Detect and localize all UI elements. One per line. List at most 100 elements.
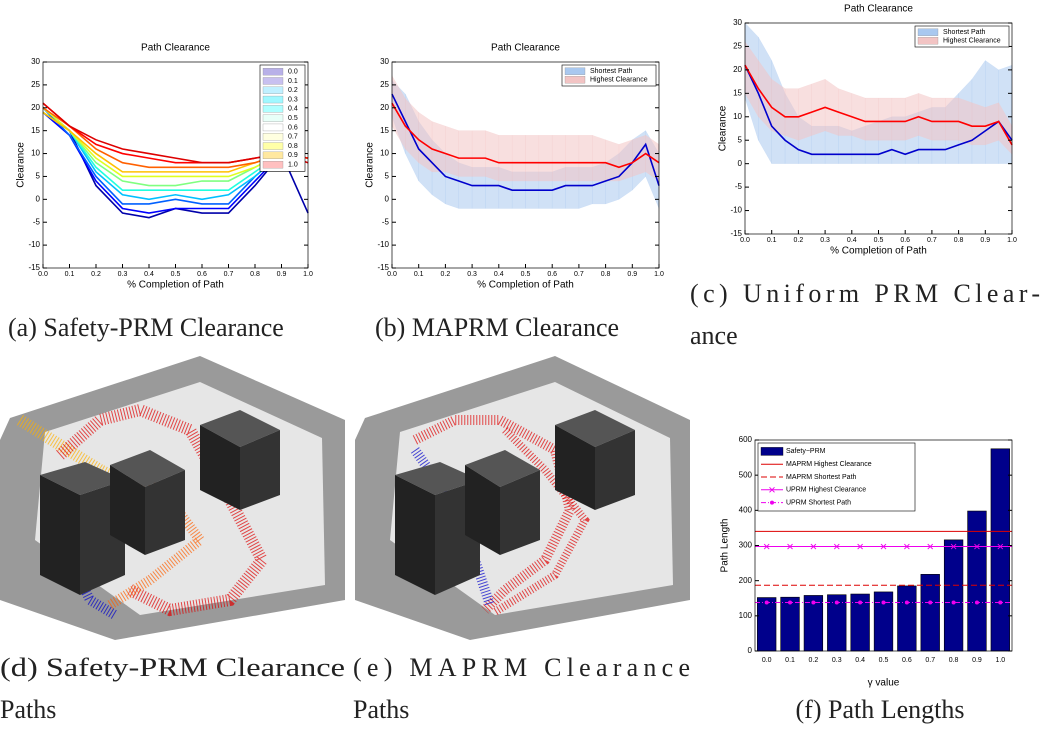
x-axis-label: γ value <box>868 678 900 689</box>
x-tick-label: 0.3 <box>832 657 842 664</box>
bar <box>990 448 1010 652</box>
y-tick-label: -15 <box>730 229 742 238</box>
y-axis-label: Clearance <box>718 105 729 151</box>
x-tick-label: 0.8 <box>250 271 260 278</box>
x-tick-label: 0.3 <box>820 237 830 244</box>
x-tick-label: 0.2 <box>809 657 819 664</box>
legend-marker <box>769 486 775 493</box>
x-tick-label: 0.5 <box>521 271 531 278</box>
path-trace <box>492 427 590 616</box>
x-tick-label: 0.7 <box>224 271 234 278</box>
block <box>500 470 540 555</box>
legend-swatch <box>917 37 939 45</box>
y-tick-label: 0 <box>36 194 41 203</box>
y-tick-label: 15 <box>380 126 389 135</box>
line-marker <box>950 543 957 550</box>
bar <box>780 596 800 652</box>
x-tick-label: 0.7 <box>927 237 937 244</box>
band <box>771 78 786 136</box>
x-tick-label: 0.0 <box>762 657 772 664</box>
y-tick-label: -10 <box>377 240 389 249</box>
y-tick-label: 0 <box>738 159 743 168</box>
x-tick-label: 0.2 <box>794 237 804 244</box>
line-marker <box>927 543 934 550</box>
y-axis-label: Clearance <box>16 142 27 188</box>
y-tick-label: 200 <box>739 576 753 585</box>
block <box>465 465 500 555</box>
x-tick-label: 1.0 <box>303 271 313 278</box>
band <box>945 97 959 141</box>
caption: (c) Uniform PRM Clear- <box>690 279 1040 308</box>
y-tick-label: 20 <box>31 103 40 112</box>
y-tick-label: 25 <box>380 80 389 89</box>
band <box>485 130 499 182</box>
band <box>578 135 593 182</box>
legend-label: 0.8 <box>288 143 298 150</box>
bar <box>757 597 777 652</box>
x-axis-label: % Completion of Path <box>127 280 224 291</box>
band <box>865 97 879 141</box>
legend-swatch <box>262 123 284 132</box>
block <box>40 475 80 595</box>
x-tick-label: 0.6 <box>197 271 207 278</box>
legend-label: Shortest Path <box>943 29 986 36</box>
band <box>552 135 566 182</box>
legend-label: 0.5 <box>288 115 298 122</box>
series-line <box>42 111 309 214</box>
block <box>555 410 635 447</box>
caption: Paths <box>353 695 409 724</box>
chart-title: Path Clearance <box>141 43 210 54</box>
x-tick-label: 0.9 <box>277 271 287 278</box>
line-marker <box>974 543 980 550</box>
legend-label: 1.0 <box>288 161 298 168</box>
legend-swatch <box>262 133 284 141</box>
x-tick-label: 0.9 <box>627 271 637 278</box>
chart-title: Path Clearance <box>844 4 913 15</box>
x-tick-label: 0.1 <box>65 271 75 278</box>
x-tick-label: 0.3 <box>118 271 128 278</box>
block <box>200 410 280 447</box>
block <box>240 430 280 510</box>
caption: Paths <box>0 695 56 724</box>
chart: 0.0 0.1 0.2 0.3 0.4 0.5 0.6 0.7 0.8 0.9 1.0 0 100 200… <box>720 435 1013 689</box>
y-tick-label: -15 <box>377 263 389 272</box>
band <box>891 97 906 141</box>
x-tick-label: 0.2 <box>91 271 101 278</box>
y-tick-label: 25 <box>31 80 40 89</box>
x-tick-label: 0.4 <box>847 237 857 244</box>
bar <box>943 539 964 652</box>
line-marker <box>881 600 886 605</box>
legend-swatch <box>262 142 284 150</box>
legend-box <box>914 25 1010 48</box>
block <box>40 462 125 495</box>
legend-swatch <box>262 68 284 76</box>
y-tick-label: 0 <box>385 194 390 203</box>
block <box>395 462 480 495</box>
band <box>445 125 459 177</box>
legend-label: Highest Clearance <box>590 77 648 84</box>
x-tick-label: 1.0 <box>995 657 1005 664</box>
line-marker <box>763 543 770 550</box>
caption: (e) MAPRM Clearance <box>353 653 690 682</box>
x-tick-label: 0.8 <box>601 271 611 278</box>
y-tick-label: 500 <box>739 470 753 479</box>
x-tick-label: 0.1 <box>767 237 777 244</box>
block <box>555 425 595 510</box>
block <box>465 450 540 487</box>
line-marker <box>787 543 793 550</box>
legend-swatch <box>564 67 586 75</box>
legend-label: Highest Clearance <box>943 38 1001 45</box>
x-tick-label: 0.8 <box>949 657 959 664</box>
y-tick-label: 20 <box>733 65 742 74</box>
legend-label: 0.3 <box>288 96 298 103</box>
x-tick-label: 0.0 <box>387 271 397 278</box>
x-tick-label: 0.4 <box>855 657 865 664</box>
y-tick-label: 400 <box>739 505 753 514</box>
line-marker <box>951 600 956 605</box>
caption: (a) Safety-PRM Clearance <box>8 313 284 342</box>
y-axis-label: Clearance <box>365 142 376 188</box>
x-tick-label: 0.9 <box>980 237 990 244</box>
band <box>512 135 526 182</box>
y-tick-label: 5 <box>385 172 390 181</box>
legend-label: 0.4 <box>288 106 298 113</box>
